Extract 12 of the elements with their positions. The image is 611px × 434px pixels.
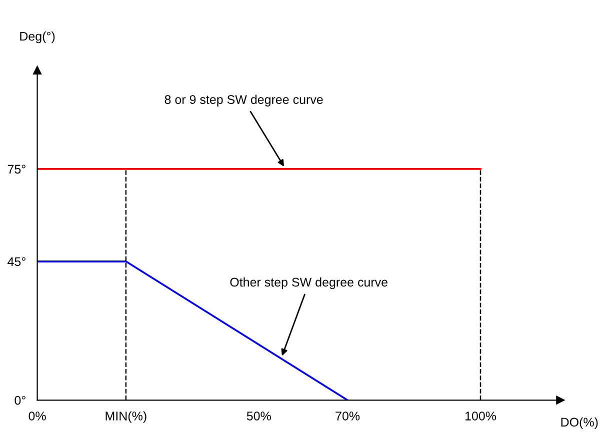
y-tick-label: 45° bbox=[8, 257, 26, 266]
x-tick-label: 50% bbox=[246, 412, 271, 420]
y-tick-label: 0° bbox=[14, 396, 26, 405]
x-tick-label: 0% bbox=[28, 412, 46, 420]
x-tick-label: 70% bbox=[336, 412, 360, 420]
x-axis-title: DO(%) bbox=[561, 417, 598, 430]
y-axis-title: Deg(°) bbox=[20, 32, 55, 44]
y-tick-label: 75° bbox=[8, 164, 26, 174]
x-tick-label: MIN(%) bbox=[106, 411, 146, 423]
annotation: 8 or 9 step SW degree curve bbox=[164, 94, 323, 106]
annotation: Other step SW degree curve bbox=[230, 277, 388, 290]
x-tick-label: 100% bbox=[465, 412, 496, 420]
